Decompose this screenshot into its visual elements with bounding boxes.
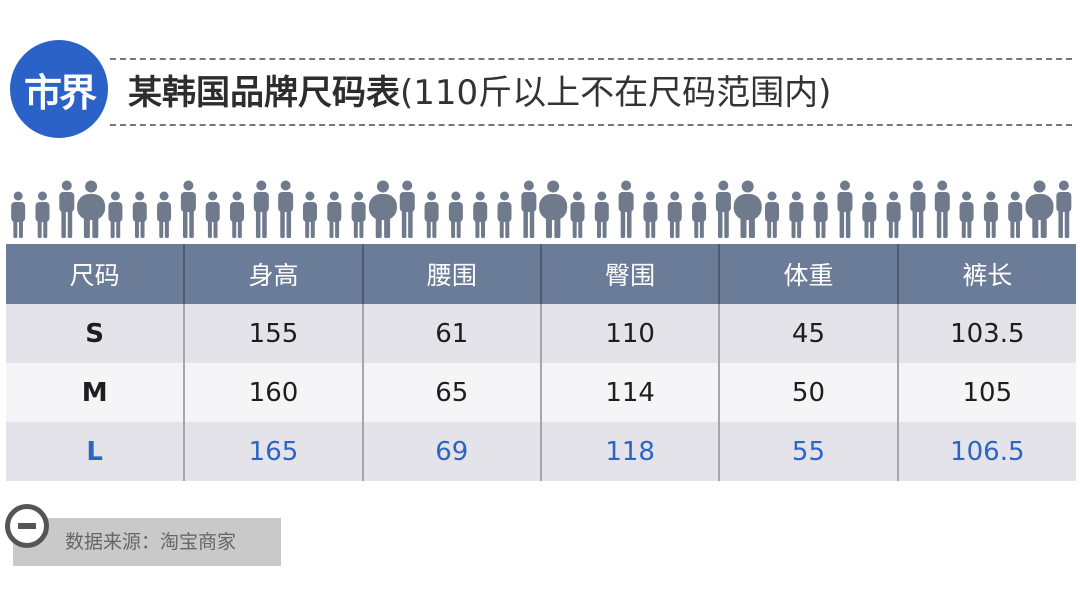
weight-cell: 55 — [719, 422, 899, 481]
waist-cell: 65 — [362, 363, 542, 422]
column-header-height: 身高 — [184, 244, 364, 304]
person-silhouette-icon — [11, 180, 1072, 238]
hip-cell: 118 — [540, 422, 721, 481]
dashed-divider-top — [110, 58, 1072, 60]
hip-cell: 114 — [540, 363, 721, 422]
weight-cell: 50 — [719, 363, 899, 422]
column-header-pants-length: 裤长 — [897, 244, 1076, 304]
column-header-waist: 腰围 — [362, 244, 542, 304]
size-chart-table: 尺码 身高 腰围 臀围 体重 裤长 S 155 61 110 45 103.5 … — [6, 244, 1076, 481]
waist-cell: 69 — [362, 422, 542, 481]
height-cell: 155 — [184, 304, 364, 363]
brand-logo: 市界 — [10, 40, 108, 138]
title-subtitle: (110斤以上不在尺码范围内) — [400, 73, 832, 113]
table-row: M 160 65 114 50 105 — [6, 363, 1076, 422]
minus-circle-icon — [5, 504, 49, 548]
source-text: 数据来源：淘宝商家 — [65, 531, 237, 553]
table-row: L 165 69 118 55 106.5 — [6, 422, 1076, 481]
column-header-weight: 体重 — [719, 244, 899, 304]
hip-cell: 110 — [540, 304, 721, 363]
height-cell: 165 — [184, 422, 364, 481]
pants-length-cell: 106.5 — [897, 422, 1076, 481]
dashed-divider-bottom — [110, 124, 1072, 126]
height-cell: 160 — [184, 363, 364, 422]
pants-length-cell: 103.5 — [897, 304, 1076, 363]
table-header-row: 尺码 身高 腰围 臀围 体重 裤长 — [6, 244, 1076, 304]
table-row: S 155 61 110 45 103.5 — [6, 304, 1076, 363]
size-cell: L — [6, 422, 186, 481]
size-cell: S — [6, 304, 186, 363]
column-header-size: 尺码 — [6, 244, 186, 304]
weight-cell: 45 — [719, 304, 899, 363]
pants-length-cell: 105 — [897, 363, 1076, 422]
column-header-hip: 臀围 — [540, 244, 721, 304]
size-cell: M — [6, 363, 186, 422]
people-silhouette-row — [6, 176, 1076, 240]
title-main: 某韩国品牌尺码表 — [128, 73, 400, 113]
waist-cell: 61 — [362, 304, 542, 363]
page-title: 某韩国品牌尺码表(110斤以上不在尺码范围内) — [128, 70, 831, 116]
source-note: 数据来源：淘宝商家 — [5, 504, 281, 566]
